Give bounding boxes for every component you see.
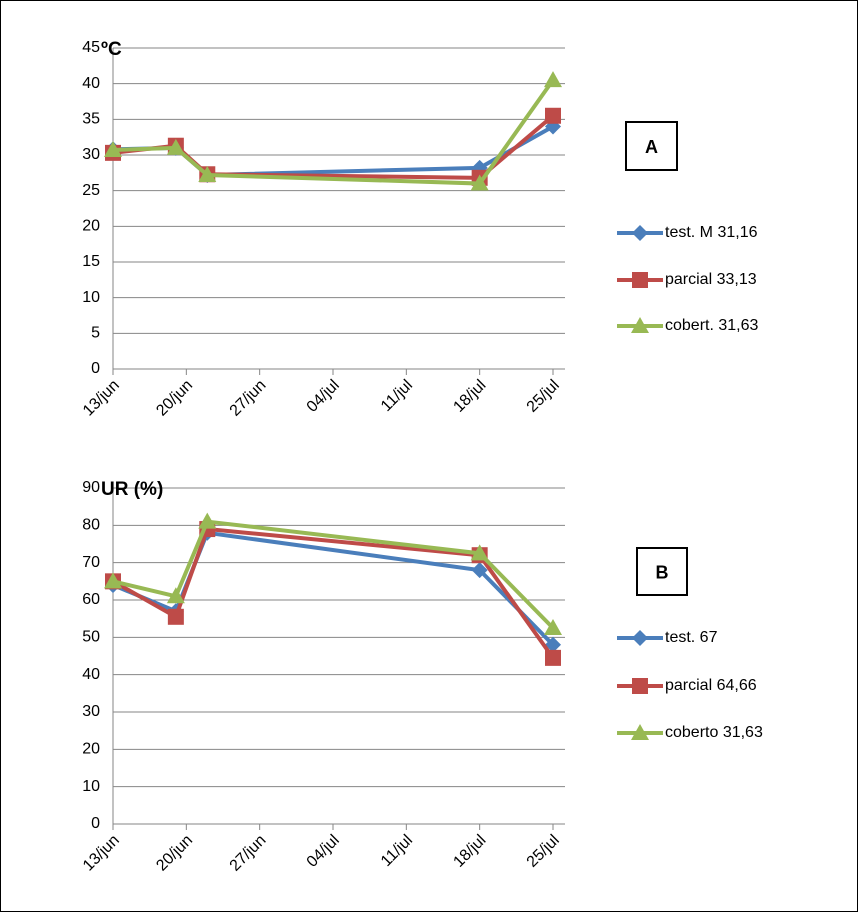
y-tick-label: 90 — [82, 479, 100, 496]
y-tick-label: 80 — [82, 517, 100, 534]
y-tick-label: 60 — [82, 591, 100, 608]
marker — [166, 587, 185, 604]
annotation-box — [636, 547, 688, 596]
y-tick-label: 40 — [82, 75, 100, 92]
marker — [631, 724, 649, 740]
marker — [632, 272, 648, 288]
y-tick-label: 30 — [82, 703, 100, 720]
legend-label: parcial 33,13 — [665, 271, 757, 288]
marker — [198, 512, 217, 529]
marker — [545, 649, 561, 666]
y-tick-label: 25 — [82, 182, 100, 199]
y-tick-label: 15 — [82, 253, 100, 270]
annotation: A — [645, 137, 658, 157]
marker — [544, 619, 562, 635]
marker — [198, 165, 217, 182]
y-tick-label: 20 — [82, 218, 100, 235]
marker — [545, 107, 561, 124]
y-tick-label: 10 — [82, 289, 100, 306]
y-tick-label: 70 — [82, 554, 100, 571]
marker — [631, 317, 649, 333]
legend-label: parcial 64,66 — [665, 677, 757, 694]
y-tick-label: 30 — [82, 146, 100, 163]
marker — [632, 678, 648, 694]
y-tick-label: 50 — [82, 629, 100, 646]
y-tick-label: 10 — [82, 778, 100, 795]
y-axis-title: UR (%) — [101, 479, 163, 500]
y-tick-label: 20 — [82, 741, 100, 758]
marker — [470, 174, 489, 191]
marker — [632, 225, 648, 241]
y-tick-label: 40 — [82, 666, 100, 683]
y-tick-label: 35 — [82, 111, 100, 128]
marker — [470, 544, 489, 561]
y-tick-label: 0 — [91, 360, 100, 377]
marker — [166, 138, 185, 155]
marker — [471, 562, 488, 579]
legend-label: test. 67 — [665, 629, 718, 646]
y-axis-title: ºC — [101, 39, 122, 60]
y-tick-label: 5 — [91, 325, 100, 342]
y-tick-label: 0 — [91, 815, 100, 832]
legend-label: cobert. 31,63 — [665, 317, 759, 334]
marker — [545, 636, 561, 653]
annotation-box — [625, 121, 678, 171]
marker — [167, 608, 184, 625]
annotation: B — [656, 562, 669, 582]
legend-label: test. M 31,16 — [665, 224, 758, 241]
marker — [104, 572, 122, 589]
marker — [544, 71, 562, 88]
legend-label: coberto 31,63 — [665, 724, 763, 741]
marker — [632, 630, 648, 646]
y-tick-label: 45 — [82, 39, 100, 56]
marker — [104, 141, 122, 158]
